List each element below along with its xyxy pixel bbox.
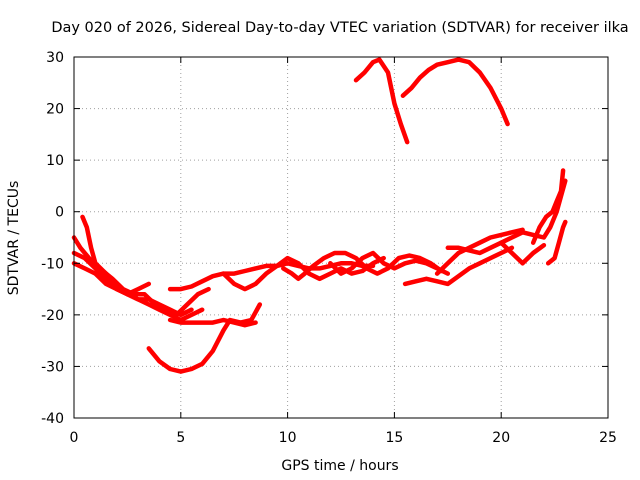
y-tick-label: 0 xyxy=(55,205,64,221)
x-tick-label: 5 xyxy=(176,430,185,446)
x-tick-label: 0 xyxy=(70,430,79,446)
series-arc-16 xyxy=(545,219,568,266)
series-arc-11 xyxy=(402,245,515,287)
series-arc-2 xyxy=(71,235,211,318)
series-arc-5 xyxy=(146,302,263,374)
y-tick-label: 30 xyxy=(46,50,64,66)
series-arc-18 xyxy=(400,57,510,127)
y-axis-label: SDTVAR / TECUs xyxy=(6,181,22,296)
series-arc-14 xyxy=(498,178,568,245)
series-arc-12 xyxy=(434,227,525,276)
series-arc-9 xyxy=(281,250,444,282)
series-arc-13 xyxy=(445,240,547,266)
x-tick-label: 15 xyxy=(385,430,403,446)
chart-title: Day 020 of 2026, Sidereal Day-to-day VTE… xyxy=(51,20,628,36)
x-tick-label: 25 xyxy=(599,430,617,446)
y-tick-label: 20 xyxy=(46,102,64,118)
y-tick-label: -20 xyxy=(41,308,64,324)
series-arc-6 xyxy=(167,317,258,328)
axis-ticks: 0 5 10 15 20 25 -40 -30 -20 -10 0 10 20 30 xyxy=(41,50,617,446)
grid-lines xyxy=(74,57,608,418)
series-layer xyxy=(71,57,568,374)
y-tick-label: -30 xyxy=(41,359,64,375)
series-arc-7 xyxy=(167,261,376,292)
series-arc-15 xyxy=(530,168,566,245)
y-tick-label: -10 xyxy=(41,256,64,272)
x-tick-label: 20 xyxy=(492,430,510,446)
x-tick-label: 10 xyxy=(279,430,297,446)
series-arc-8 xyxy=(221,255,386,292)
x-axis-label: GPS time / hours xyxy=(281,458,398,474)
y-tick-label: 10 xyxy=(46,153,64,169)
y-tick-label: -40 xyxy=(41,411,64,427)
series-arc-10 xyxy=(328,250,451,276)
series-arc-3 xyxy=(71,250,194,318)
series-arc-4 xyxy=(71,261,205,323)
plot-frame xyxy=(73,56,609,419)
series-arc-17 xyxy=(353,57,410,145)
